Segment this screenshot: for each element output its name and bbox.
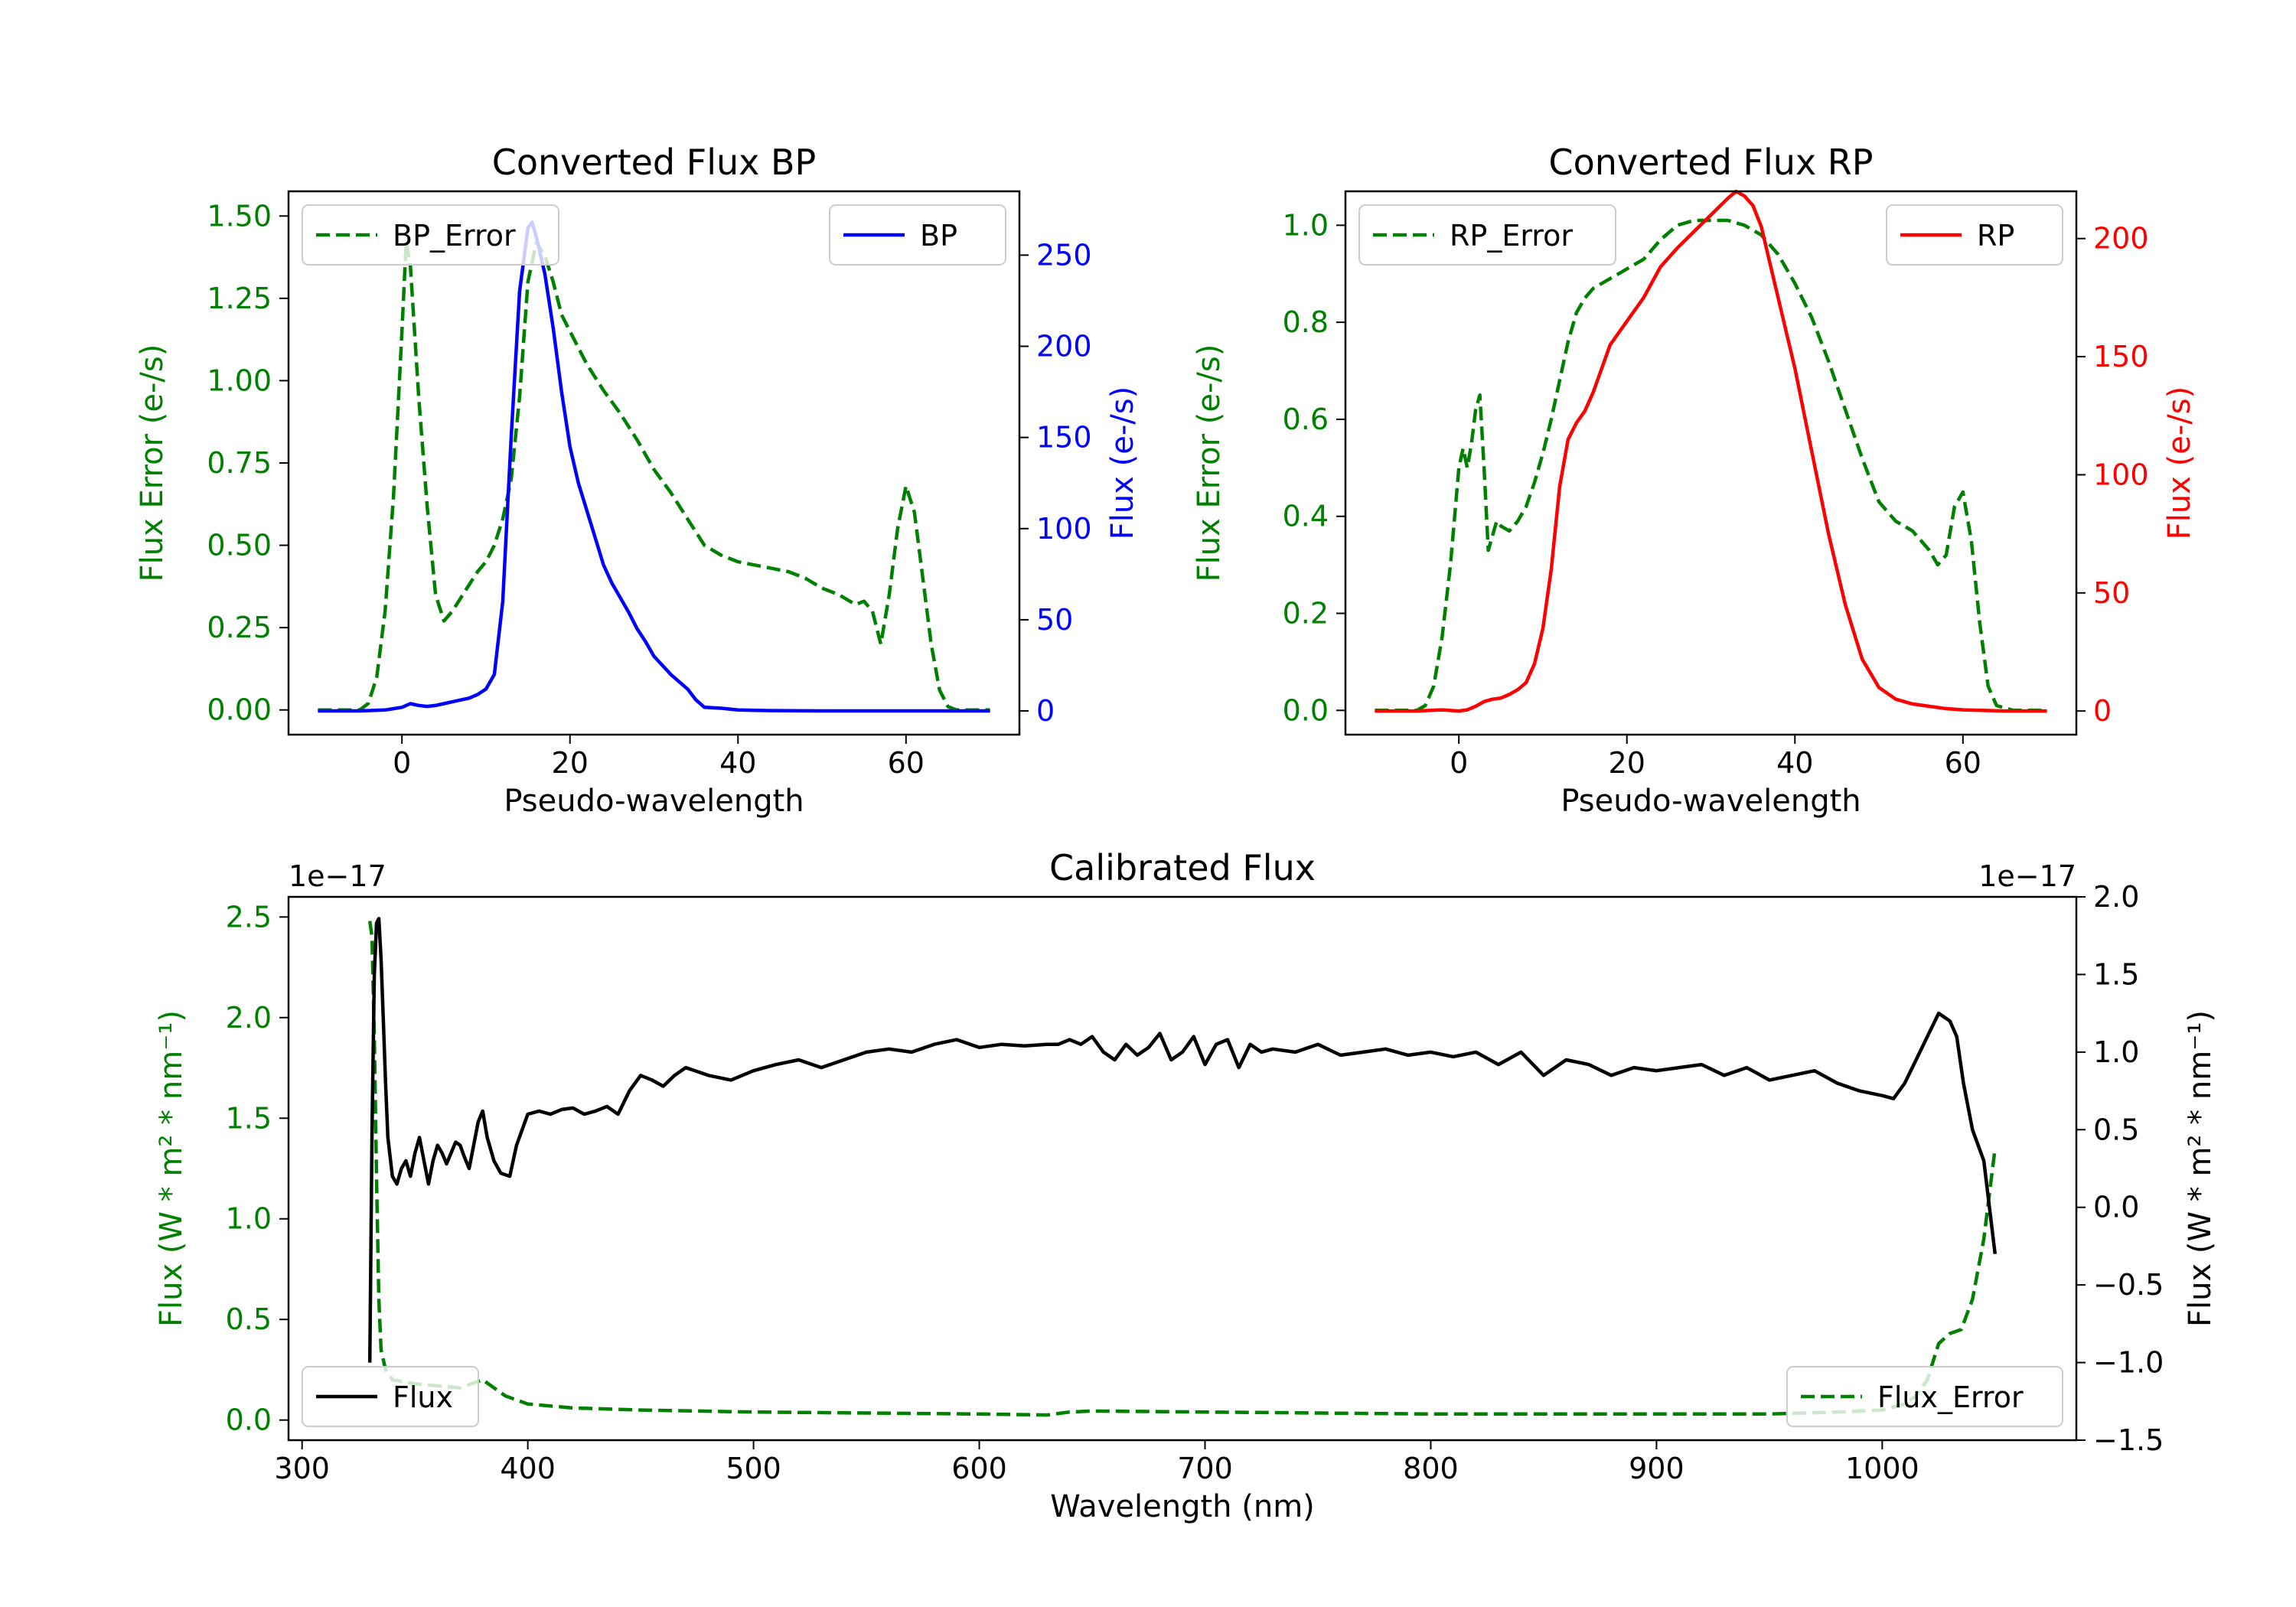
legend-box (302, 204, 559, 266)
x-tick-label: 1000 (1845, 1452, 1919, 1485)
chart-1: 0 20 40 60 0.0 0.2 0.4 0.6 0.8 1.0 0 50 100 150 200 Con… (1192, 142, 2197, 819)
y-left-tick-label: 1.0 (1283, 208, 1329, 242)
y-left-offset-label: 1e−17 (289, 859, 386, 893)
legend-rp: RP (1886, 204, 2063, 266)
x-tick-label: 400 (500, 1452, 556, 1485)
y-left-tick-label: 0.4 (1283, 500, 1329, 533)
x-tick-label: 700 (1177, 1452, 1233, 1485)
y-left-tick-label: 0.8 (1283, 305, 1329, 339)
series-flux-line (367, 917, 1998, 1363)
y-right-tick-label: 0.0 (2093, 1191, 2139, 1224)
y-right-tick-label: 100 (2093, 458, 2149, 491)
chart-title: Converted Flux RP (1549, 142, 1874, 183)
y-right-tick-label: 200 (2093, 222, 2149, 256)
chart-title: Calibrated Flux (1049, 847, 1316, 888)
y-right-axis-label: Flux (W * m² * nm⁻¹) (2183, 1010, 2218, 1327)
y-right-tick-label: 50 (1036, 603, 1073, 637)
x-axis-label: Wavelength (nm) (1050, 1489, 1315, 1524)
y-left-tick-label: 1.5 (226, 1101, 272, 1135)
y-left-tick-label: 0.5 (226, 1302, 272, 1336)
y-left-tick-label: 1.25 (207, 282, 272, 315)
legend-box (1358, 204, 1616, 266)
x-tick-label: 500 (726, 1452, 781, 1485)
y-left-axis-label: Flux Error (e-/s) (1192, 344, 1227, 582)
x-tick-label: 600 (951, 1452, 1007, 1485)
legend-bp: BP (829, 204, 1006, 266)
y-left-tick-label: 0.75 (207, 446, 272, 480)
chart-0: 0 20 40 60 0.00 0.25 0.50 0.75 1.00 1.25 1.50 0 50 10… (135, 142, 1140, 819)
y-left-tick-label: 1.0 (226, 1202, 272, 1236)
x-tick-label: 40 (719, 746, 756, 780)
y-right-tick-label: 1.5 (2093, 957, 2139, 991)
legend-bp-error: BP_Error (302, 204, 559, 266)
y-left-tick-label: 2.5 (226, 900, 272, 934)
legend-label: Flux (393, 1380, 453, 1414)
y-right-tick-label: 0 (2093, 694, 2112, 728)
y-left-tick-label: 1.00 (207, 363, 272, 397)
x-tick-label: 20 (1609, 746, 1645, 780)
chart-2: 300 400 500 600 700 800 900 1000 0.0 0.5 1.0 1.5 2.0… (154, 847, 2218, 1524)
y-left-tick-label: 2.0 (226, 1001, 272, 1035)
y-right-tick-label: 0 (1036, 694, 1055, 728)
x-tick-label: 300 (274, 1452, 330, 1485)
x-tick-label: 60 (1945, 746, 1981, 780)
y-right-tick-label: 200 (1036, 330, 1092, 363)
y-left-tick-label: 1.50 (207, 199, 272, 233)
y-right-tick-label: 100 (1036, 512, 1092, 546)
x-axis-label: Pseudo-wavelength (1561, 784, 1861, 819)
y-right-tick-label: 2.0 (2093, 880, 2139, 914)
y-right-axis-label: Flux (e-/s) (2162, 386, 2197, 539)
y-right-tick-label: 250 (1036, 238, 1092, 272)
legend-label: Flux_Error (1877, 1380, 2024, 1414)
legend-label: BP_Error (393, 219, 516, 253)
x-tick-label: 0 (393, 746, 411, 780)
x-tick-label: 60 (888, 746, 925, 780)
y-left-tick-label: 0.2 (1283, 597, 1329, 631)
y-left-tick-label: 0.00 (207, 693, 272, 727)
y-left-axis-label: Flux Error (e-/s) (135, 344, 170, 582)
legend-box (302, 1366, 479, 1427)
y-right-tick-label: 1.0 (2093, 1035, 2139, 1069)
series-flux-error-line (367, 921, 1998, 1417)
series-bp-error-line (318, 240, 990, 712)
legend-box (1786, 1366, 2063, 1427)
y-right-tick-label: −0.5 (2093, 1268, 2164, 1302)
y-right-tick-label: 150 (1036, 421, 1092, 455)
y-right-axis-label: Flux (e-/s) (1105, 386, 1140, 539)
x-axis-label: Pseudo-wavelength (504, 784, 804, 819)
y-left-tick-label: 0.50 (207, 529, 272, 562)
y-left-tick-label: 0.25 (207, 611, 272, 644)
legend-flux: Flux (302, 1366, 479, 1427)
axes-frame (1344, 190, 2078, 736)
axes-frame (287, 895, 2078, 1442)
y-right-offset-label: 1e−17 (1978, 859, 2076, 893)
x-tick-label: 0 (1450, 746, 1468, 780)
y-right-tick-label: −1.5 (2093, 1423, 2164, 1457)
y-left-tick-label: 0.0 (226, 1403, 272, 1437)
legend-label: RP (1977, 219, 2014, 253)
series-bp-line (318, 220, 990, 713)
y-right-tick-label: 0.5 (2093, 1113, 2139, 1146)
series-rp-line (1375, 189, 2047, 713)
y-right-tick-label: 50 (2093, 576, 2130, 610)
legend-rp-error: RP_Error (1358, 204, 1616, 266)
x-tick-label: 800 (1403, 1452, 1459, 1485)
legend-box (829, 204, 1006, 266)
legend-box (1886, 204, 2063, 266)
y-left-tick-label: 0.0 (1283, 693, 1329, 727)
x-tick-label: 20 (552, 746, 589, 780)
y-right-tick-label: 150 (2093, 340, 2149, 373)
x-tick-label: 900 (1629, 1452, 1684, 1485)
series-rp-error-line (1375, 218, 2047, 712)
legend-flux-error: Flux_Error (1786, 1366, 2063, 1427)
chart-title: Converted Flux BP (492, 142, 817, 183)
y-left-axis-label: Flux (W * m² * nm⁻¹) (154, 1010, 189, 1327)
y-left-tick-label: 0.6 (1283, 403, 1329, 436)
legend-label: RP_Error (1450, 219, 1573, 253)
legend-label: BP (920, 219, 957, 253)
x-tick-label: 40 (1776, 746, 1813, 780)
y-right-tick-label: −1.0 (2093, 1346, 2164, 1380)
